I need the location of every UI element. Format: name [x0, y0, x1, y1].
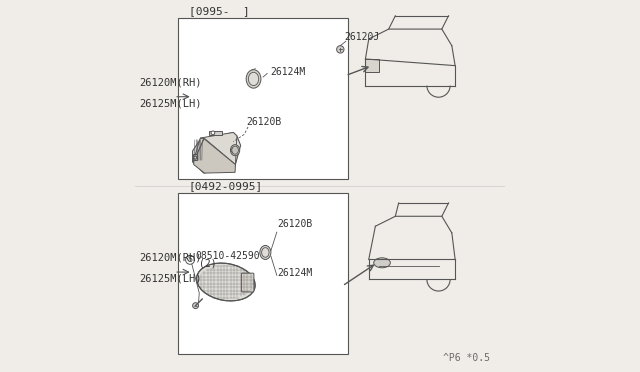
Text: 26120M(RH): 26120M(RH) [139, 77, 202, 87]
Text: S: S [188, 255, 193, 264]
Text: [0492-0995]: [0492-0995] [189, 182, 263, 192]
FancyBboxPatch shape [193, 154, 197, 160]
FancyBboxPatch shape [241, 273, 254, 292]
Text: 26124M: 26124M [270, 67, 305, 77]
Text: (2): (2) [199, 259, 217, 269]
FancyBboxPatch shape [209, 131, 222, 135]
Ellipse shape [246, 70, 261, 88]
FancyBboxPatch shape [365, 59, 379, 72]
FancyBboxPatch shape [178, 18, 348, 179]
Circle shape [194, 156, 196, 159]
Polygon shape [193, 132, 241, 173]
Ellipse shape [232, 146, 239, 154]
Ellipse shape [196, 263, 255, 301]
Text: ^P6 *0.5: ^P6 *0.5 [443, 353, 490, 363]
Circle shape [193, 303, 198, 309]
Text: 26120M(RH): 26120M(RH) [139, 253, 202, 263]
Circle shape [186, 256, 195, 264]
Ellipse shape [262, 248, 269, 257]
FancyBboxPatch shape [178, 193, 348, 354]
Ellipse shape [374, 258, 390, 268]
Ellipse shape [230, 145, 240, 156]
Text: 26125M(LH): 26125M(LH) [139, 98, 202, 108]
Polygon shape [194, 139, 236, 173]
Text: 26125M(LH): 26125M(LH) [139, 274, 202, 284]
Text: [0995-  ]: [0995- ] [189, 6, 250, 16]
Polygon shape [193, 138, 204, 161]
Circle shape [211, 131, 215, 135]
Text: 26124M: 26124M [278, 269, 313, 279]
Circle shape [337, 46, 344, 53]
Polygon shape [200, 132, 237, 164]
Ellipse shape [260, 246, 271, 260]
Text: 26120B: 26120B [278, 219, 313, 229]
Text: 26120B: 26120B [246, 117, 282, 127]
Ellipse shape [248, 72, 259, 86]
Text: 26120J: 26120J [344, 32, 380, 42]
Text: 08510-42590: 08510-42590 [196, 251, 260, 261]
